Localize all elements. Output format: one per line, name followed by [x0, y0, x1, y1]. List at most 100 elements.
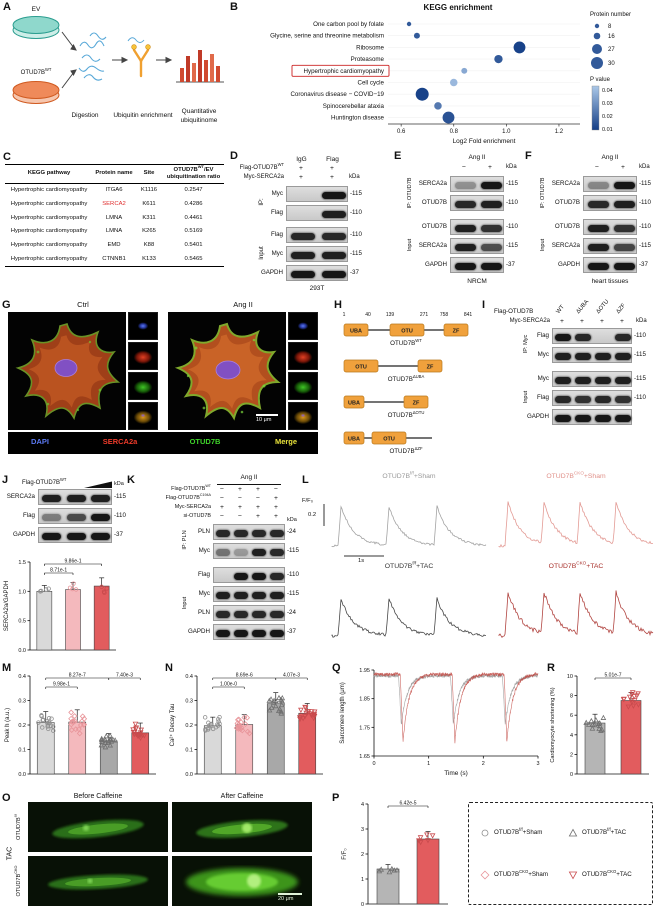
- svg-text:ZF: ZF: [453, 329, 460, 335]
- svg-text:1: 1: [361, 877, 364, 883]
- svg-text:758: 758: [440, 312, 449, 318]
- protein-band: [66, 513, 86, 521]
- blot-strip: [450, 219, 504, 235]
- image-cko-before: [28, 856, 168, 906]
- svg-text:0.4: 0.4: [18, 674, 26, 680]
- ev-dish-label: EV: [31, 6, 41, 13]
- treatment-label: Ang II: [468, 154, 486, 161]
- panel-a-label: A: [3, 1, 11, 13]
- trace-title: OTUD7Bf/f+Sham: [382, 470, 436, 480]
- blot-antibody-label: Flag: [536, 332, 549, 339]
- svg-text:0.4: 0.4: [185, 674, 193, 680]
- ctrl-inset-serca2a: [128, 342, 158, 370]
- svg-text:ZF: ZF: [413, 401, 420, 407]
- condition-row-1: Flag-OTUD7BWT: [171, 484, 211, 492]
- treatment-label: Ang II: [601, 154, 619, 161]
- blot-strip: [552, 390, 632, 406]
- protein-band: [615, 352, 631, 360]
- col-header-protein: Protein name: [93, 164, 135, 184]
- protein-band: [454, 243, 476, 251]
- blot-antibody-label: GAPDH: [557, 261, 580, 268]
- svg-text:1.00e-0: 1.00e-0: [220, 682, 237, 688]
- sign: −: [220, 513, 224, 520]
- blot-antibody-label: SERCA2a: [418, 242, 447, 249]
- angii-inset-serca2a: [288, 342, 318, 370]
- kda-label: -115: [634, 351, 646, 358]
- sign: +: [488, 164, 492, 171]
- svg-text:1.95: 1.95: [359, 668, 370, 674]
- sign: +: [256, 513, 260, 520]
- svg-text:2: 2: [570, 752, 573, 758]
- kda-label: -110: [350, 231, 362, 238]
- ctrl-merge-image: [8, 312, 126, 430]
- kda-label: -115: [639, 180, 651, 187]
- svg-text:OTU: OTU: [401, 329, 413, 335]
- table-row: Hypertrophic cardiomyopathy EMD K88 0.5401: [5, 239, 224, 253]
- protein-band: [216, 610, 230, 618]
- blot-antibody-label: GAPDH: [187, 628, 210, 635]
- cell-site: K88: [143, 242, 155, 249]
- svg-text:Protein number: Protein number: [590, 12, 631, 18]
- protein-band: [587, 224, 609, 232]
- svg-text:SERCA2a/GAPDH: SERCA2a/GAPDH: [4, 581, 10, 631]
- cell-protein: LMNA: [105, 228, 123, 235]
- legend-item-label: OTUD7Bf/f+Sham: [494, 826, 543, 836]
- panel-r-label: R: [547, 662, 555, 674]
- protein-band: [480, 243, 502, 251]
- blot-antibody-label: Myc: [537, 351, 549, 358]
- lane-label: ΔZF: [615, 302, 628, 315]
- ip-group-label: IP: OTUD7B: [407, 177, 413, 209]
- protein-band: [575, 395, 591, 403]
- legend-item-label: OTUD7Bf/f+TAC: [582, 826, 627, 836]
- scalebar-line: [278, 893, 302, 895]
- cell-ratio: 0.2547: [184, 187, 203, 194]
- lane-header-igg: IgG: [296, 156, 307, 163]
- angii-inset-merge: [288, 402, 318, 430]
- cell-line-label: 293T: [309, 285, 325, 292]
- col-header-site: Site: [135, 164, 163, 184]
- condition-row-1: Flag-OTUD7BWT: [239, 162, 284, 171]
- protein-band: [587, 200, 609, 208]
- condition-row-4: si-OTUD7B: [183, 513, 211, 519]
- time-scale-label: 1s: [358, 558, 365, 564]
- blot-strip: [583, 176, 637, 192]
- cell-protein: LMNA: [105, 214, 123, 221]
- kda-label: -110: [506, 199, 518, 206]
- before-caffeine-title: Before Caffeine: [73, 793, 123, 800]
- blot-antibody-label: OTUD7B: [421, 223, 447, 230]
- svg-text:8.71e-1: 8.71e-1: [50, 568, 67, 574]
- image-cko-after: [172, 856, 312, 906]
- table-header-row: KEGG pathway Protein name Site OTUD7BWT/…: [5, 164, 224, 184]
- protein-band: [480, 181, 502, 189]
- cell-protein: ITGA6: [105, 187, 123, 194]
- protein-band: [595, 395, 611, 403]
- svg-text:8: 8: [570, 694, 573, 700]
- ctrl-title: Ctrl: [77, 300, 89, 309]
- svg-text:6: 6: [570, 713, 573, 719]
- sign: +: [600, 318, 604, 325]
- blot-antibody-label: Myc: [271, 250, 283, 257]
- panel-p: P 0 1 2 3 4 6.42e-5 F/F₀: [330, 790, 462, 917]
- panel-h: H 1 40 139 271 758 841 UBA OTU ZF OTU ZF UBA ZF UBA OT…: [332, 298, 480, 472]
- protein-band: [555, 376, 571, 384]
- sign: +: [560, 318, 564, 325]
- sarcomere-length-plot: 1.65 1.75 1.85 1.95 0 1 2 3 Time (s) Sarcomere le…: [340, 668, 540, 777]
- panel-e: E Ang II kDa IP: OTUD7B Input NRCM SERCA…: [392, 150, 523, 298]
- svg-text:4: 4: [570, 733, 573, 739]
- svg-text:KEGG enrichment: KEGG enrichment: [424, 3, 493, 12]
- svg-text:2: 2: [482, 761, 485, 767]
- step-quantitative: Quantitative: [181, 108, 217, 115]
- panel-e-label: E: [394, 150, 402, 162]
- protein-band: [234, 529, 248, 537]
- protein-band: [575, 376, 591, 384]
- sign: +: [299, 165, 303, 172]
- svg-text:Spinocerebellar ataxia: Spinocerebellar ataxia: [323, 103, 385, 110]
- svg-text:0.1: 0.1: [185, 748, 193, 754]
- sign: −: [595, 164, 599, 171]
- svg-text:0.5: 0.5: [18, 619, 26, 625]
- svg-text:0.0: 0.0: [18, 772, 26, 778]
- cell-ratio: 0.5169: [184, 228, 203, 235]
- svg-text:9.86e-1: 9.86e-1: [65, 559, 82, 565]
- cell-ratio: 0.5465: [163, 252, 224, 268]
